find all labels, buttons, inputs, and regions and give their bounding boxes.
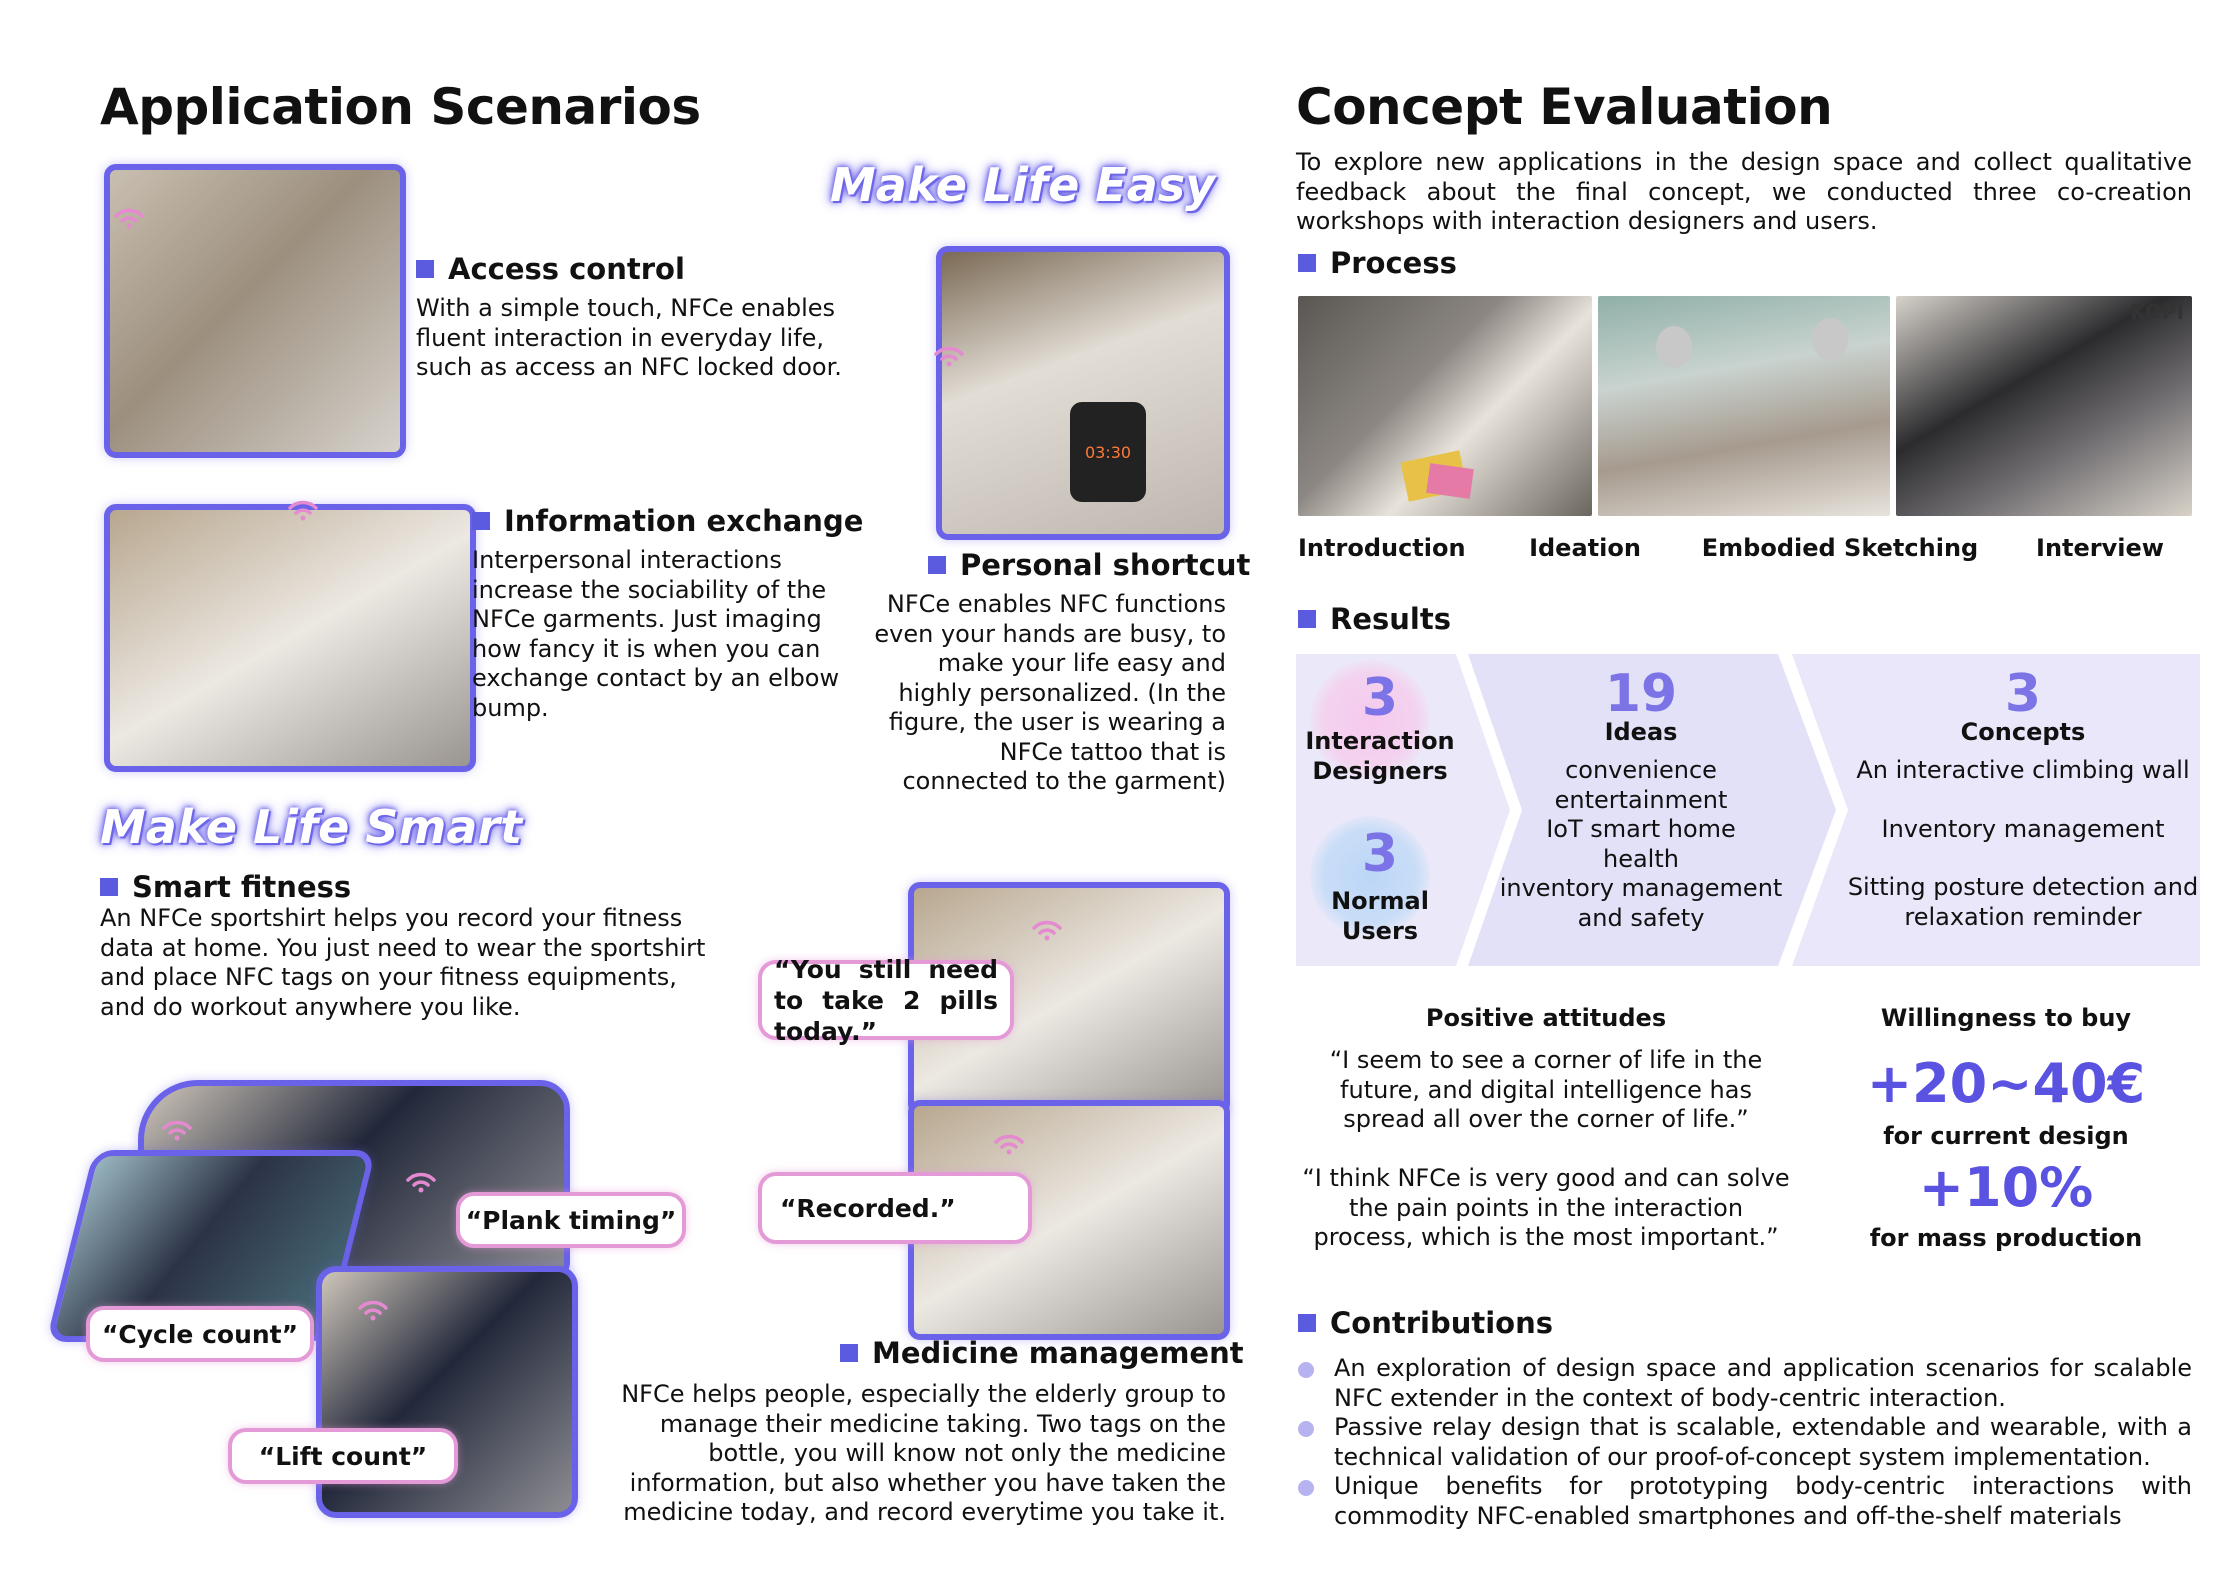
nfc-signal-icon xyxy=(356,1288,390,1322)
positive-attitudes-quote-1: “I seem to see a corner of life in the f… xyxy=(1329,1046,1763,1133)
process-photo-embodied-sketching: KOPI xyxy=(1896,296,2192,516)
nfc-signal-icon xyxy=(286,488,320,522)
process-label-ideation: Ideation xyxy=(1529,534,1641,562)
bubble-cycle-count: “Cycle count” xyxy=(86,1306,314,1362)
bullet-square-icon xyxy=(928,556,946,574)
ideas-block: 19 Ideas convenience entertainment IoT s… xyxy=(1476,664,1806,933)
medicine-management-heading: Medicine management xyxy=(840,1336,1244,1370)
access-control-text: With a simple touch, NFCe enables fluent… xyxy=(416,294,842,381)
application-scenarios-title: Application Scenarios xyxy=(100,78,701,136)
bullet-square-icon xyxy=(472,512,490,530)
nfc-signal-icon xyxy=(160,1108,194,1142)
users-count: 3 xyxy=(1361,824,1399,884)
process-heading: Process xyxy=(1298,246,1457,280)
smart-fitness-heading: Smart fitness xyxy=(100,870,351,904)
information-exchange-photo xyxy=(104,504,476,772)
nfc-signal-icon xyxy=(932,334,966,368)
process-photo-introduction xyxy=(1298,296,1592,516)
designers-blob xyxy=(1310,660,1430,780)
bullet-square-icon xyxy=(416,260,434,278)
bullet-dot-icon xyxy=(1298,1480,1314,1496)
bullet-dot-icon xyxy=(1298,1421,1314,1437)
process-label-embodied-sketching: Embodied Sketching xyxy=(1701,534,1979,562)
results-chevron-band xyxy=(1296,654,2200,966)
personal-shortcut-heading: Personal shortcut xyxy=(928,548,1250,582)
information-exchange-heading: Information exchange xyxy=(472,504,863,538)
medicine-management-text: NFCe helps people, especially the elderl… xyxy=(621,1380,1226,1526)
smart-fitness-text: An NFCe sportshirt helps you record your… xyxy=(100,904,706,1021)
process-label-interview: Interview xyxy=(2036,534,2164,562)
willingness-value-mass: +10% xyxy=(1918,1156,2094,1219)
bullet-dot-icon xyxy=(1298,1362,1314,1378)
process-label-introduction: Introduction xyxy=(1298,534,1466,562)
results-heading: Results xyxy=(1298,602,1451,636)
willingness-value-current: +20~40€ xyxy=(1866,1052,2146,1115)
bubble-recorded: “Recorded.” xyxy=(758,1172,1032,1244)
designers-label: Interaction Designers xyxy=(1305,727,1455,785)
list-item: Unique benefits for prototyping body-cen… xyxy=(1298,1472,2192,1531)
concept-evaluation-intro: To explore new applications in the desig… xyxy=(1296,148,2192,235)
bullet-square-icon xyxy=(1298,610,1316,628)
list-item: An exploration of design space and appli… xyxy=(1298,1354,2192,1413)
personal-shortcut-photo: 03:30 xyxy=(936,246,1230,540)
access-control-heading: Access control xyxy=(416,252,685,286)
bullet-square-icon xyxy=(1298,254,1316,272)
shirt-print: KOPI xyxy=(2130,300,2184,324)
concepts-count: 3 xyxy=(2004,664,2042,724)
concepts-block: 3 Concepts An interactive climbing wall … xyxy=(1828,664,2218,932)
slogan-make-life-smart: Make Life Smart xyxy=(100,800,523,854)
willingness-label-current: for current design xyxy=(1883,1122,2129,1150)
users-label: Normal Users xyxy=(1331,887,1429,945)
list-item: Passive relay design that is scalable, e… xyxy=(1298,1413,2192,1472)
ideas-label: Ideas xyxy=(1604,718,1678,746)
bubble-plank-timing: “Plank timing” xyxy=(456,1192,686,1248)
nfc-signal-icon xyxy=(1030,908,1064,942)
positive-attitudes-heading: Positive attitudes xyxy=(1425,1004,1667,1032)
information-exchange-text: Interpersonal interactions increase the … xyxy=(472,546,840,722)
positive-attitudes-quote-2: “I think NFCe is very good and can solve… xyxy=(1302,1164,1790,1251)
concept-evaluation-title: Concept Evaluation xyxy=(1296,78,1833,136)
bubble-lift-count: “Lift count” xyxy=(228,1428,458,1484)
concepts-label: Concepts xyxy=(1960,718,2086,746)
nfc-signal-icon xyxy=(404,1160,438,1194)
contributions-list: An exploration of design space and appli… xyxy=(1298,1354,2192,1531)
nfc-signal-icon xyxy=(112,196,146,230)
bullet-square-icon xyxy=(1298,1314,1316,1332)
designers-count: 3 xyxy=(1361,668,1399,728)
users-blob xyxy=(1310,816,1430,936)
slogan-make-life-easy: Make Life Easy xyxy=(830,158,1216,212)
bubble-pills-reminder: “You still need to take 2 pills today.” xyxy=(758,955,1014,1046)
process-photo-ideation xyxy=(1598,296,1890,516)
bullet-square-icon xyxy=(840,1344,858,1362)
personal-shortcut-text: NFCe enables NFC functions even your han… xyxy=(874,590,1226,795)
bullet-square-icon xyxy=(100,878,118,896)
nfc-signal-icon xyxy=(992,1122,1026,1156)
willingness-label-mass: for mass production xyxy=(1869,1224,2143,1252)
willingness-heading: Willingness to buy xyxy=(1880,1004,2132,1032)
access-control-photo xyxy=(104,164,406,458)
concepts-list: An interactive climbing wall Inventory m… xyxy=(1847,756,2199,931)
ideas-list: convenience entertainment IoT smart home… xyxy=(1499,756,1783,932)
ideas-count: 19 xyxy=(1604,664,1678,724)
phone-screen: 03:30 xyxy=(1070,402,1146,502)
contributions-heading: Contributions xyxy=(1298,1306,1553,1340)
